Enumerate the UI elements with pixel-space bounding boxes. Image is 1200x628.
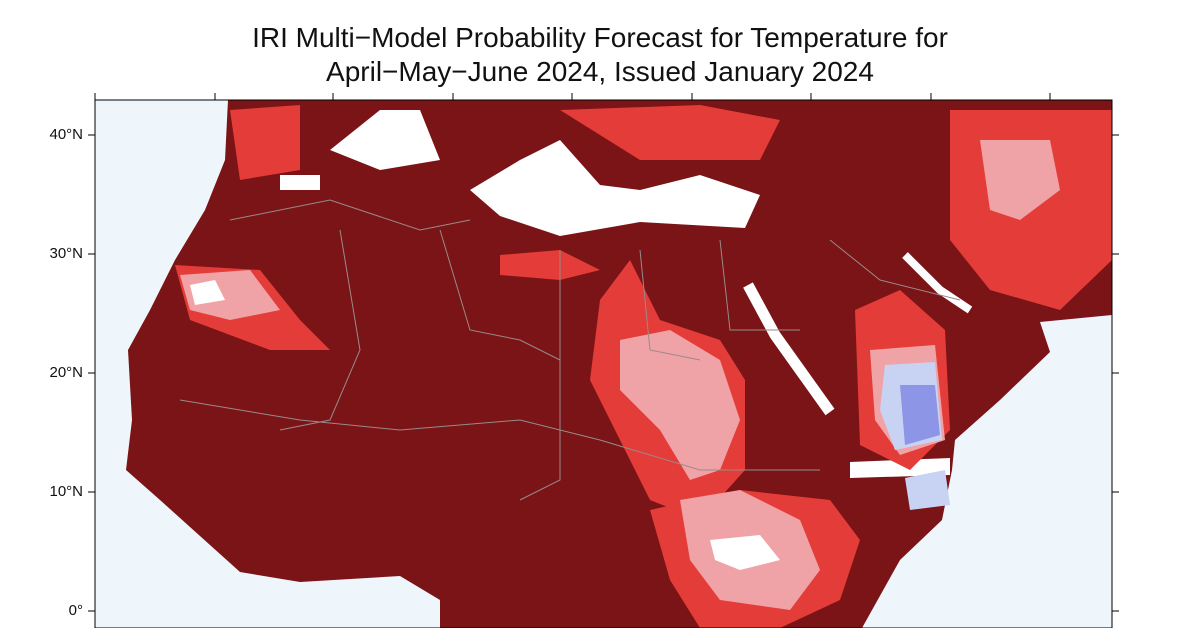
sea bbox=[280, 175, 320, 190]
lat-tick-label: 10°N bbox=[49, 483, 83, 500]
map-area bbox=[94, 93, 1113, 628]
sea bbox=[850, 458, 950, 478]
lat-tick-label: 0° bbox=[69, 602, 83, 619]
sea bbox=[330, 110, 440, 170]
borders bbox=[179, 199, 961, 501]
title-line: April−May−June 2024, Issued January 2024 bbox=[326, 56, 874, 87]
title-line: IRI Multi−Model Probability Forecast for… bbox=[252, 22, 948, 53]
red-area bbox=[560, 105, 780, 160]
lat-tick-label: 40°N bbox=[49, 126, 83, 143]
lat-tick-label: 30°N bbox=[49, 245, 83, 262]
pink-area bbox=[620, 330, 740, 480]
white-area bbox=[710, 535, 780, 570]
red-area bbox=[500, 250, 600, 280]
lon-ticks bbox=[94, 93, 1051, 100]
ocean bbox=[95, 100, 440, 628]
lat-tick-label: 20°N bbox=[49, 364, 83, 381]
blue-area bbox=[900, 385, 940, 445]
red-area bbox=[230, 105, 300, 180]
sea bbox=[470, 140, 760, 236]
pink-area bbox=[980, 140, 1060, 220]
ocean bbox=[862, 315, 1112, 628]
map-frame bbox=[94, 99, 1113, 628]
white-area bbox=[190, 280, 225, 305]
blue-area bbox=[905, 470, 950, 510]
sea bbox=[902, 252, 973, 314]
sea bbox=[743, 282, 835, 416]
